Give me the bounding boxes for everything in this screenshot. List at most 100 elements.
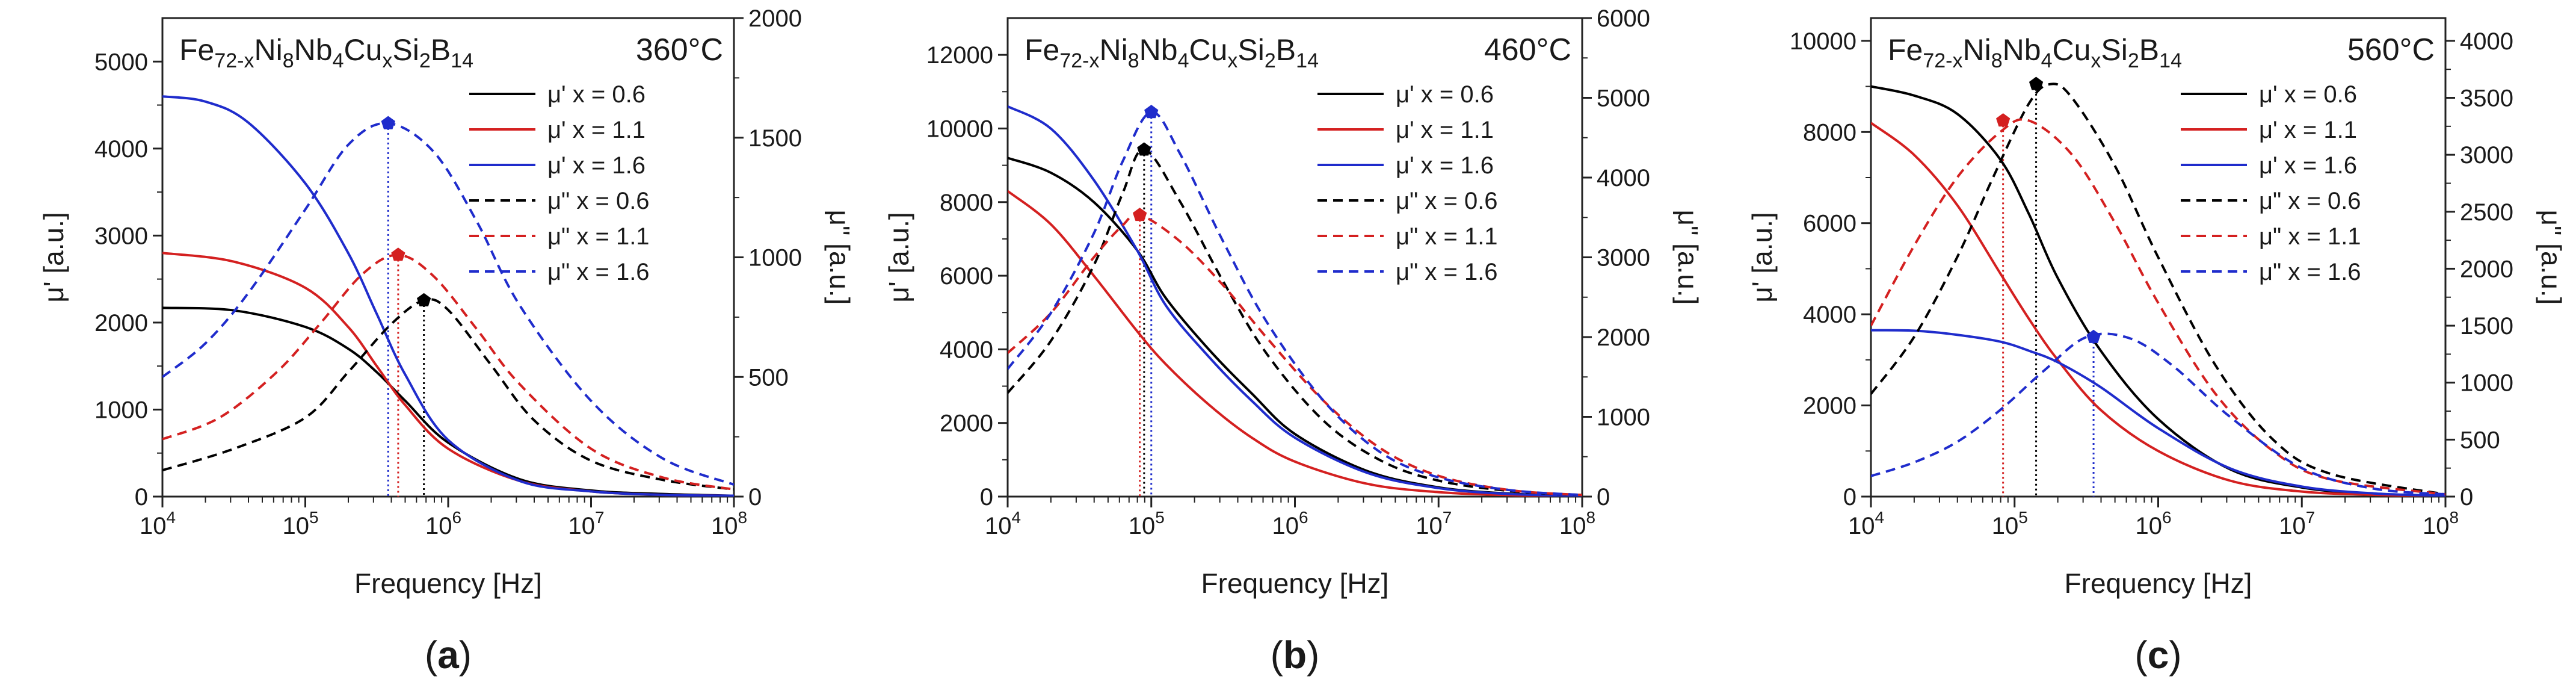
y-right-tick-label: 3000	[2460, 142, 2513, 169]
temperature-label: 560°C	[2347, 33, 2435, 67]
y-right-tick-label: 1000	[748, 245, 802, 271]
y-left-tick-label: 10000	[1790, 28, 1857, 55]
temperature-label: 460°C	[1484, 33, 1571, 67]
legend-entry: μ" x = 1.6	[2259, 259, 2361, 285]
chart-panel-c: 104 105 106 107 1080200040006000800010000050…	[1746, 17, 2567, 677]
series-line	[162, 95, 734, 497]
x-tick-label: 105	[1992, 508, 2028, 539]
chart-panel-a: 104 105 106 107 1080100020003000400050000500…	[38, 5, 855, 677]
y-left-tick-label: 0	[1843, 484, 1857, 510]
y-right-tick-label: 0	[1597, 484, 1610, 510]
x-tick-label: 107	[2279, 508, 2315, 539]
y-left-tick-label: 0	[980, 484, 993, 510]
series-line	[162, 122, 734, 486]
y-right-tick-label: 4000	[2460, 28, 2513, 55]
y-right-tick-label: 0	[2460, 484, 2473, 510]
y-left-axis-label: μ' [a.u.]	[883, 212, 914, 302]
legend-entry: μ" x = 0.6	[547, 188, 650, 214]
y-left-tick-label: 12000	[926, 42, 993, 69]
y-right-tick-label: 1000	[2460, 370, 2513, 397]
y-left-axis-label: μ' [a.u.]	[1746, 212, 1778, 302]
y-right-tick-label: 6000	[1597, 5, 1650, 32]
legend-entry: μ" x = 0.6	[2259, 188, 2361, 214]
series-line	[162, 252, 734, 497]
x-axis-label: Frequency [Hz]	[2065, 568, 2252, 599]
series-line	[1871, 329, 2445, 497]
y-right-tick-label: 4000	[1597, 165, 1650, 191]
alloy-formula: Fe72-xNi8Nb4CuxSi2B14	[179, 33, 473, 72]
y-left-tick-label: 2000	[940, 411, 993, 437]
panel-label: (a)	[425, 633, 472, 677]
series-line	[162, 306, 734, 497]
x-tick-label: 106	[425, 508, 461, 539]
y-right-tick-label: 2000	[2460, 256, 2513, 282]
legend-entry: μ' x = 1.6	[1396, 152, 1494, 179]
legend-entry: μ" x = 1.1	[2259, 223, 2361, 250]
y-left-tick-label: 2000	[94, 310, 148, 336]
legend-entry: μ' x = 1.6	[2259, 152, 2357, 179]
y-right-tick-label: 0	[748, 484, 762, 510]
panel-label: (c)	[2134, 633, 2181, 677]
series-line	[1008, 213, 1582, 497]
x-tick-label: 106	[1272, 508, 1308, 539]
y-left-tick-label: 1000	[94, 397, 148, 423]
peak-marker	[1133, 208, 1147, 222]
y-right-tick-label: 3000	[1597, 245, 1650, 271]
y-right-axis-label: μ" [a.u.]	[2536, 210, 2567, 305]
chart-panel-b: 104 105 106 107 1080200040006000800010000120…	[883, 5, 1704, 677]
legend-entry: μ" x = 1.6	[1396, 259, 1498, 285]
y-right-axis-label: μ" [a.u.]	[824, 210, 855, 305]
y-left-tick-label: 8000	[940, 190, 993, 216]
series-line	[1871, 122, 2445, 497]
y-left-axis-label: μ' [a.u.]	[38, 212, 69, 302]
series-line	[1871, 85, 2445, 497]
legend-entry: μ' x = 0.6	[1396, 81, 1494, 108]
peak-marker	[2029, 76, 2044, 90]
y-right-tick-label: 2000	[1597, 324, 1650, 351]
legend-entry: μ' x = 1.1	[547, 117, 646, 143]
y-left-tick-label: 5000	[94, 49, 148, 75]
series-line	[162, 298, 734, 491]
series-line	[1008, 148, 1582, 497]
y-right-tick-label: 1000	[1597, 404, 1650, 431]
y-left-tick-label: 3000	[94, 223, 148, 249]
y-right-axis-label: μ" [a.u.]	[1672, 210, 1704, 305]
legend-entry: μ' x = 1.1	[2259, 117, 2357, 143]
y-right-tick-label: 2000	[748, 5, 802, 32]
series-line	[1871, 118, 2445, 496]
series-line	[1871, 82, 2445, 496]
y-right-tick-label: 5000	[1597, 85, 1650, 112]
legend-entry: μ" x = 1.1	[1396, 223, 1498, 250]
series-line	[162, 253, 734, 491]
x-tick-label: 104	[140, 508, 176, 539]
x-tick-label: 105	[1129, 508, 1165, 539]
legend-entry: μ' x = 0.6	[2259, 81, 2357, 108]
alloy-formula: Fe72-xNi8Nb4CuxSi2B14	[1888, 33, 2182, 72]
peak-marker	[416, 293, 431, 306]
x-tick-label: 107	[568, 508, 604, 539]
y-left-tick-label: 10000	[926, 116, 993, 142]
legend-entry: μ' x = 0.6	[547, 81, 646, 108]
plot-frame	[161, 17, 735, 498]
panel-label: (b)	[1271, 633, 1320, 677]
peak-marker	[1996, 113, 2011, 127]
legend-entry: μ" x = 1.6	[547, 259, 650, 285]
y-left-tick-label: 4000	[94, 136, 148, 163]
x-axis-label: Frequency [Hz]	[1201, 568, 1389, 599]
peak-marker	[391, 247, 405, 261]
y-left-tick-label: 6000	[1803, 211, 1857, 237]
legend-entry: μ" x = 1.1	[547, 223, 650, 250]
series-line	[1008, 105, 1582, 497]
peak-marker	[381, 116, 395, 129]
y-right-tick-label: 500	[2460, 427, 2500, 453]
y-left-tick-label: 4000	[940, 336, 993, 363]
peak-marker	[1144, 105, 1159, 119]
x-axis-label: Frequency [Hz]	[354, 568, 542, 599]
temperature-label: 360°C	[636, 33, 723, 67]
x-tick-label: 108	[1559, 508, 1595, 539]
x-tick-label: 108	[711, 508, 747, 539]
y-right-tick-label: 3500	[2460, 85, 2513, 112]
x-tick-label: 106	[2135, 508, 2171, 539]
y-left-tick-label: 4000	[1803, 302, 1857, 328]
